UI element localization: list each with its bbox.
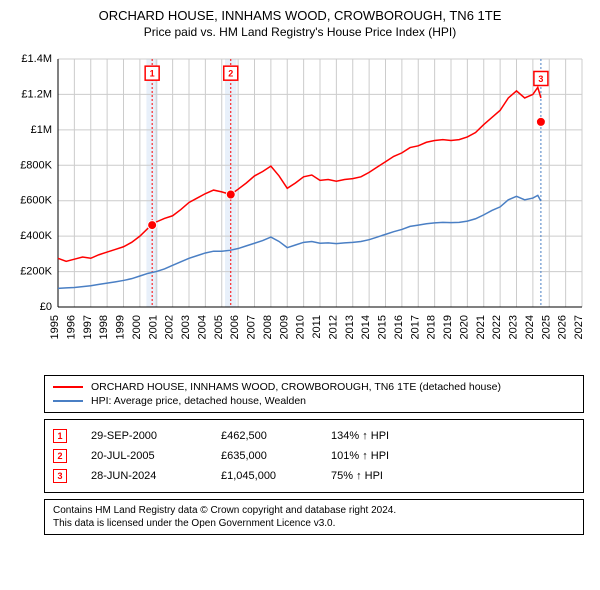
marker-number: 2 xyxy=(228,69,233,79)
x-tick-label: 2003 xyxy=(180,315,192,339)
x-tick-label: 2000 xyxy=(131,315,143,339)
sale-pct: 134% ↑ HPI xyxy=(331,430,575,442)
x-tick-label: 2018 xyxy=(426,315,438,339)
y-tick-label: £600K xyxy=(20,195,52,207)
x-tick-label: 2014 xyxy=(360,315,372,339)
x-tick-label: 2026 xyxy=(557,315,569,339)
x-tick-label: 2015 xyxy=(377,315,389,339)
x-tick-label: 2007 xyxy=(246,315,258,339)
x-tick-label: 2017 xyxy=(409,315,421,339)
x-tick-label: 2020 xyxy=(458,315,470,339)
chart-title: ORCHARD HOUSE, INNHAMS WOOD, CROWBOROUGH… xyxy=(0,8,600,23)
legend-swatch xyxy=(53,400,83,402)
y-tick-label: £1M xyxy=(31,124,52,136)
x-tick-label: 2002 xyxy=(164,315,176,339)
y-tick-label: £1.2M xyxy=(21,88,52,100)
y-tick-label: £0 xyxy=(40,301,52,313)
x-tick-label: 1998 xyxy=(98,315,110,339)
marker-dot xyxy=(148,221,157,230)
legend-label: HPI: Average price, detached house, Weal… xyxy=(91,395,306,407)
y-tick-label: £200K xyxy=(20,266,52,278)
sale-marker-number: 3 xyxy=(53,469,67,483)
sale-date: 29-SEP-2000 xyxy=(91,430,221,442)
x-tick-label: 2011 xyxy=(311,315,323,339)
sale-pct: 101% ↑ HPI xyxy=(331,450,575,462)
sale-marker-number: 2 xyxy=(53,449,67,463)
x-tick-label: 2025 xyxy=(540,315,552,339)
chart-svg: £0 £200K £400K £600K £800K £1M £1.2M £1.4M 1995 1… xyxy=(10,51,590,371)
sale-marker-number: 1 xyxy=(53,429,67,443)
sale-row: 1 29-SEP-2000£462,500134% ↑ HPI xyxy=(53,426,575,446)
x-tick-label: 2023 xyxy=(508,315,520,339)
series-line-1 xyxy=(58,195,541,288)
chart-subtitle: Price paid vs. HM Land Registry's House … xyxy=(0,25,600,39)
footer-line-1: Contains HM Land Registry data © Crown c… xyxy=(53,504,575,517)
x-tick-label: 2009 xyxy=(278,315,290,339)
x-tick-label: 2001 xyxy=(147,315,159,339)
legend-label: ORCHARD HOUSE, INNHAMS WOOD, CROWBOROUGH… xyxy=(91,381,501,393)
x-tick-label: 2021 xyxy=(475,315,487,339)
x-tick-label: 1995 xyxy=(49,315,61,339)
sale-price: £462,500 xyxy=(221,430,331,442)
x-tick-label: 2022 xyxy=(491,315,503,339)
marker-dot xyxy=(226,190,235,199)
x-tick-label: 2012 xyxy=(327,315,339,339)
sale-row: 2 20-JUL-2005£635,000101% ↑ HPI xyxy=(53,446,575,466)
x-tick-label: 2006 xyxy=(229,315,241,339)
chart-area: £0 £200K £400K £600K £800K £1M £1.2M £1.4M 1995 1… xyxy=(10,51,590,371)
sale-date: 28-JUN-2024 xyxy=(91,470,221,482)
chart-header: ORCHARD HOUSE, INNHAMS WOOD, CROWBOROUGH… xyxy=(0,0,600,43)
sale-row: 3 28-JUN-2024£1,045,00075% ↑ HPI xyxy=(53,466,575,486)
x-tick-label: 2008 xyxy=(262,315,274,339)
x-tick-label: 2027 xyxy=(573,315,585,339)
y-tick-label: £1.4M xyxy=(21,53,52,65)
sale-price: £635,000 xyxy=(221,450,331,462)
x-tick-label: 1997 xyxy=(82,315,94,339)
x-tick-label: 2016 xyxy=(393,315,405,339)
x-tick-label: 2004 xyxy=(196,315,208,339)
y-tick-label: £800K xyxy=(20,159,52,171)
x-tick-label: 2013 xyxy=(344,315,356,339)
x-tick-label: 1999 xyxy=(115,315,127,339)
legend-row: HPI: Average price, detached house, Weal… xyxy=(53,394,575,408)
series-line-0 xyxy=(58,87,541,261)
sale-price: £1,045,000 xyxy=(221,470,331,482)
footer-box: Contains HM Land Registry data © Crown c… xyxy=(44,499,584,535)
sale-pct: 75% ↑ HPI xyxy=(331,470,575,482)
y-tick-label: £400K xyxy=(20,230,52,242)
legend-swatch xyxy=(53,386,83,388)
marker-dot xyxy=(536,117,545,126)
x-tick-label: 2024 xyxy=(524,315,536,339)
x-tick-label: 2010 xyxy=(295,315,307,339)
footer-line-2: This data is licensed under the Open Gov… xyxy=(53,517,575,530)
sale-date: 20-JUL-2005 xyxy=(91,450,221,462)
x-tick-label: 2005 xyxy=(213,315,225,339)
sales-box: 1 29-SEP-2000£462,500134% ↑ HPI 2 20-JUL-20… xyxy=(44,419,584,493)
marker-number: 3 xyxy=(538,74,543,84)
x-tick-label: 2019 xyxy=(442,315,454,339)
marker-number: 1 xyxy=(150,69,155,79)
x-tick-label: 1996 xyxy=(65,315,77,339)
legend-row: ORCHARD HOUSE, INNHAMS WOOD, CROWBOROUGH… xyxy=(53,380,575,394)
legend-box: ORCHARD HOUSE, INNHAMS WOOD, CROWBOROUGH… xyxy=(44,375,584,413)
chart-container: ORCHARD HOUSE, INNHAMS WOOD, CROWBOROUGH… xyxy=(0,0,600,590)
